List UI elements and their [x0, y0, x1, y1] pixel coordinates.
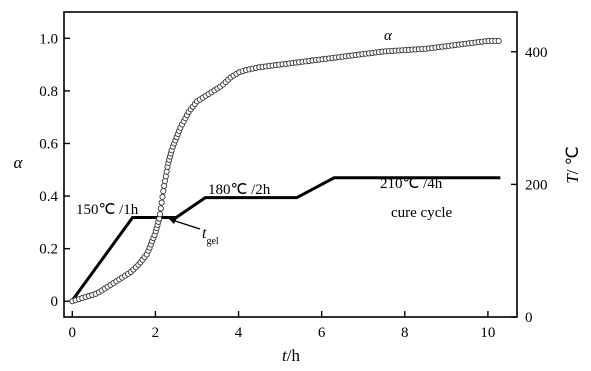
x-tick-label: 2 — [152, 325, 160, 341]
alpha-point — [158, 199, 165, 206]
alpha-series-label: α — [384, 28, 393, 44]
cure-cycle-label: cure cycle — [391, 205, 453, 221]
alpha-point — [159, 193, 166, 200]
y-left-tick-label: 0.2 — [39, 242, 58, 258]
y-left-tick-label: 0 — [51, 294, 59, 310]
t-gel-label: tgel — [202, 225, 219, 247]
y-axis-right-title: T/ ℃ — [563, 146, 582, 184]
y-left-tick-label: 0.8 — [39, 84, 58, 100]
alpha-point — [157, 205, 164, 212]
alpha-point — [156, 211, 164, 218]
y-axis-right-title-var: T — [563, 173, 582, 184]
y-axis-left-title: α — [14, 153, 24, 172]
t-gel-subscript: gel — [206, 236, 218, 247]
plot-frame — [63, 11, 518, 318]
cure-cycle-series — [71, 176, 501, 302]
y-left-tick-label: 1.0 — [39, 31, 58, 47]
x-tick-label: 0 — [69, 325, 77, 341]
y-left-tick-label: 0.6 — [39, 136, 58, 152]
y-right-tick-label: 200 — [525, 177, 548, 193]
cure-cycle-line — [71, 176, 501, 302]
x-axis-title: t/h — [282, 346, 300, 365]
y-left-tick-label: 0.4 — [39, 189, 58, 205]
alpha-point — [160, 188, 167, 195]
t-gel-var: t — [202, 225, 207, 242]
alpha-point — [495, 37, 502, 44]
t-gel-arrowhead — [168, 218, 177, 224]
stage1-label: 150℃ /1h — [76, 202, 139, 218]
x-axis-title-unit: /h — [287, 346, 301, 365]
x-tick-label: 4 — [235, 325, 243, 341]
stage2-label: 180℃ /2h — [208, 182, 271, 198]
x-tick-label: 6 — [318, 325, 326, 341]
y-right-tick-label: 0 — [525, 310, 533, 326]
y-right-tick-label: 400 — [525, 45, 548, 61]
x-tick-label: 8 — [401, 325, 409, 341]
x-tick-label: 10 — [480, 325, 495, 341]
x-axis-title-var: t — [282, 346, 288, 365]
stage3-label: 210℃ /4h — [380, 176, 443, 192]
t-gel-pointer — [171, 219, 201, 230]
y-axis-right-ticks: 0 200 400 — [511, 45, 548, 326]
y-axis-right-title-unit: / ℃ — [563, 146, 582, 174]
x-axis-ticks: 0 2 4 6 8 10 — [69, 311, 495, 341]
y-axis-left-ticks: 0 0.2 0.4 0.6 0.8 1.0 — [39, 31, 70, 310]
alpha-series — [69, 37, 502, 305]
